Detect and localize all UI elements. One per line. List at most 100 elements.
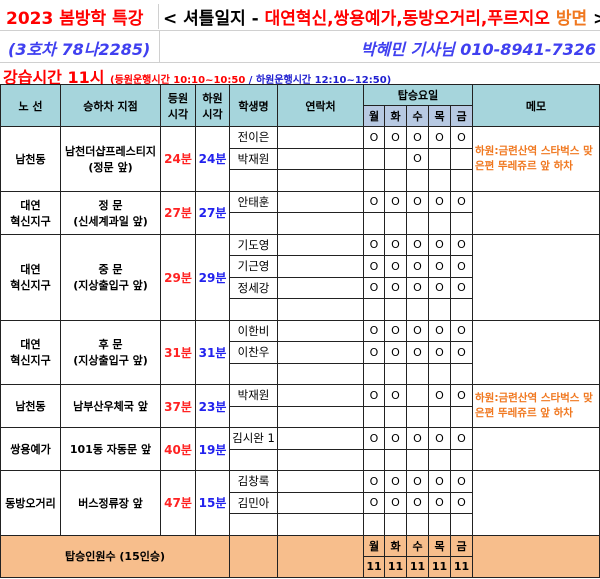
day-mark[interactable]: O [406,470,429,493]
day-mark[interactable]: O [428,190,451,213]
day-mark[interactable]: O [406,276,429,299]
memo-cell[interactable]: 하원:금련산역 스타벅스 맞은편 뚜레쥬르 앞 하차 [472,384,600,428]
student-name[interactable] [229,405,278,428]
day-mark[interactable]: O [384,341,407,364]
day-mark[interactable] [384,448,407,471]
student-name[interactable] [229,212,278,235]
day-mark[interactable]: O [384,255,407,278]
day-mark[interactable]: O [363,233,385,256]
day-mark[interactable]: O [363,319,385,342]
day-mark[interactable] [363,212,385,235]
day-mark[interactable] [384,169,407,192]
day-mark[interactable] [384,362,407,385]
day-mark[interactable]: O [384,233,407,256]
contact-cell[interactable] [277,362,364,385]
student-name[interactable]: 박재원 [229,147,278,170]
day-mark[interactable]: O [406,341,429,364]
day-mark[interactable] [363,147,385,170]
day-mark[interactable]: O [363,384,385,407]
day-mark[interactable] [406,405,429,428]
day-mark[interactable] [384,298,407,321]
day-mark[interactable] [450,513,473,536]
day-mark[interactable]: O [384,190,407,213]
day-mark[interactable] [428,448,451,471]
day-mark[interactable] [450,362,473,385]
contact-cell[interactable] [277,427,364,450]
day-mark[interactable] [363,362,385,385]
day-mark[interactable] [363,169,385,192]
student-name[interactable] [229,448,278,471]
day-mark[interactable]: O [363,255,385,278]
day-mark[interactable] [428,513,451,536]
day-mark[interactable] [363,513,385,536]
day-mark[interactable]: O [363,190,385,213]
memo-cell[interactable] [472,190,600,235]
day-mark[interactable] [450,448,473,471]
day-mark[interactable] [428,405,451,428]
student-name[interactable]: 기근영 [229,255,278,278]
contact-cell[interactable] [277,212,364,235]
student-name[interactable] [229,298,278,321]
student-name[interactable]: 안태훈 [229,190,278,213]
day-mark[interactable] [384,405,407,428]
day-mark[interactable]: O [450,276,473,299]
day-mark[interactable]: O [428,427,451,450]
day-mark[interactable]: O [450,470,473,493]
day-mark[interactable]: O [450,341,473,364]
day-mark[interactable]: O [363,427,385,450]
day-mark[interactable]: O [363,491,385,514]
contact-cell[interactable] [277,491,364,514]
contact-cell[interactable] [277,513,364,536]
day-mark[interactable] [384,147,407,170]
day-mark[interactable]: O [450,233,473,256]
day-mark[interactable]: O [428,276,451,299]
day-mark[interactable] [363,405,385,428]
day-mark[interactable]: O [428,233,451,256]
day-mark[interactable]: O [384,276,407,299]
student-name[interactable]: 이찬우 [229,341,278,364]
day-mark[interactable]: O [406,190,429,213]
student-name[interactable] [229,513,278,536]
day-mark[interactable] [428,147,451,170]
memo-cell[interactable] [472,427,600,471]
day-mark[interactable] [406,448,429,471]
contact-cell[interactable] [277,276,364,299]
student-name[interactable]: 정세강 [229,276,278,299]
day-mark[interactable]: O [406,147,429,170]
student-name[interactable]: 김시완 1 [229,427,278,450]
contact-cell[interactable] [277,255,364,278]
day-mark[interactable] [428,362,451,385]
day-mark[interactable]: O [384,319,407,342]
memo-cell[interactable] [472,233,600,321]
student-name[interactable]: 김창록 [229,470,278,493]
day-mark[interactable] [384,212,407,235]
day-mark[interactable]: O [406,319,429,342]
student-name[interactable] [229,362,278,385]
contact-cell[interactable] [277,169,364,192]
day-mark[interactable]: O [428,470,451,493]
day-mark[interactable]: O [450,319,473,342]
day-mark[interactable] [363,448,385,471]
contact-cell[interactable] [277,147,364,170]
contact-cell[interactable] [277,448,364,471]
day-mark[interactable] [450,169,473,192]
day-mark[interactable]: O [384,427,407,450]
day-mark[interactable] [450,147,473,170]
contact-cell[interactable] [277,405,364,428]
student-name[interactable]: 전이은 [229,126,278,149]
day-mark[interactable] [406,298,429,321]
day-mark[interactable]: O [450,126,473,149]
day-mark[interactable] [406,384,429,407]
day-mark[interactable] [363,298,385,321]
contact-cell[interactable] [277,233,364,256]
day-mark[interactable]: O [363,276,385,299]
day-mark[interactable]: O [428,491,451,514]
student-name[interactable] [229,169,278,192]
memo-cell[interactable]: 하원:금련산역 스타벅스 맞은편 뚜레쥬르 앞 하차 [472,126,600,192]
day-mark[interactable] [406,169,429,192]
day-mark[interactable]: O [450,491,473,514]
contact-cell[interactable] [277,470,364,493]
day-mark[interactable]: O [450,384,473,407]
day-mark[interactable]: O [450,190,473,213]
day-mark[interactable]: O [363,341,385,364]
